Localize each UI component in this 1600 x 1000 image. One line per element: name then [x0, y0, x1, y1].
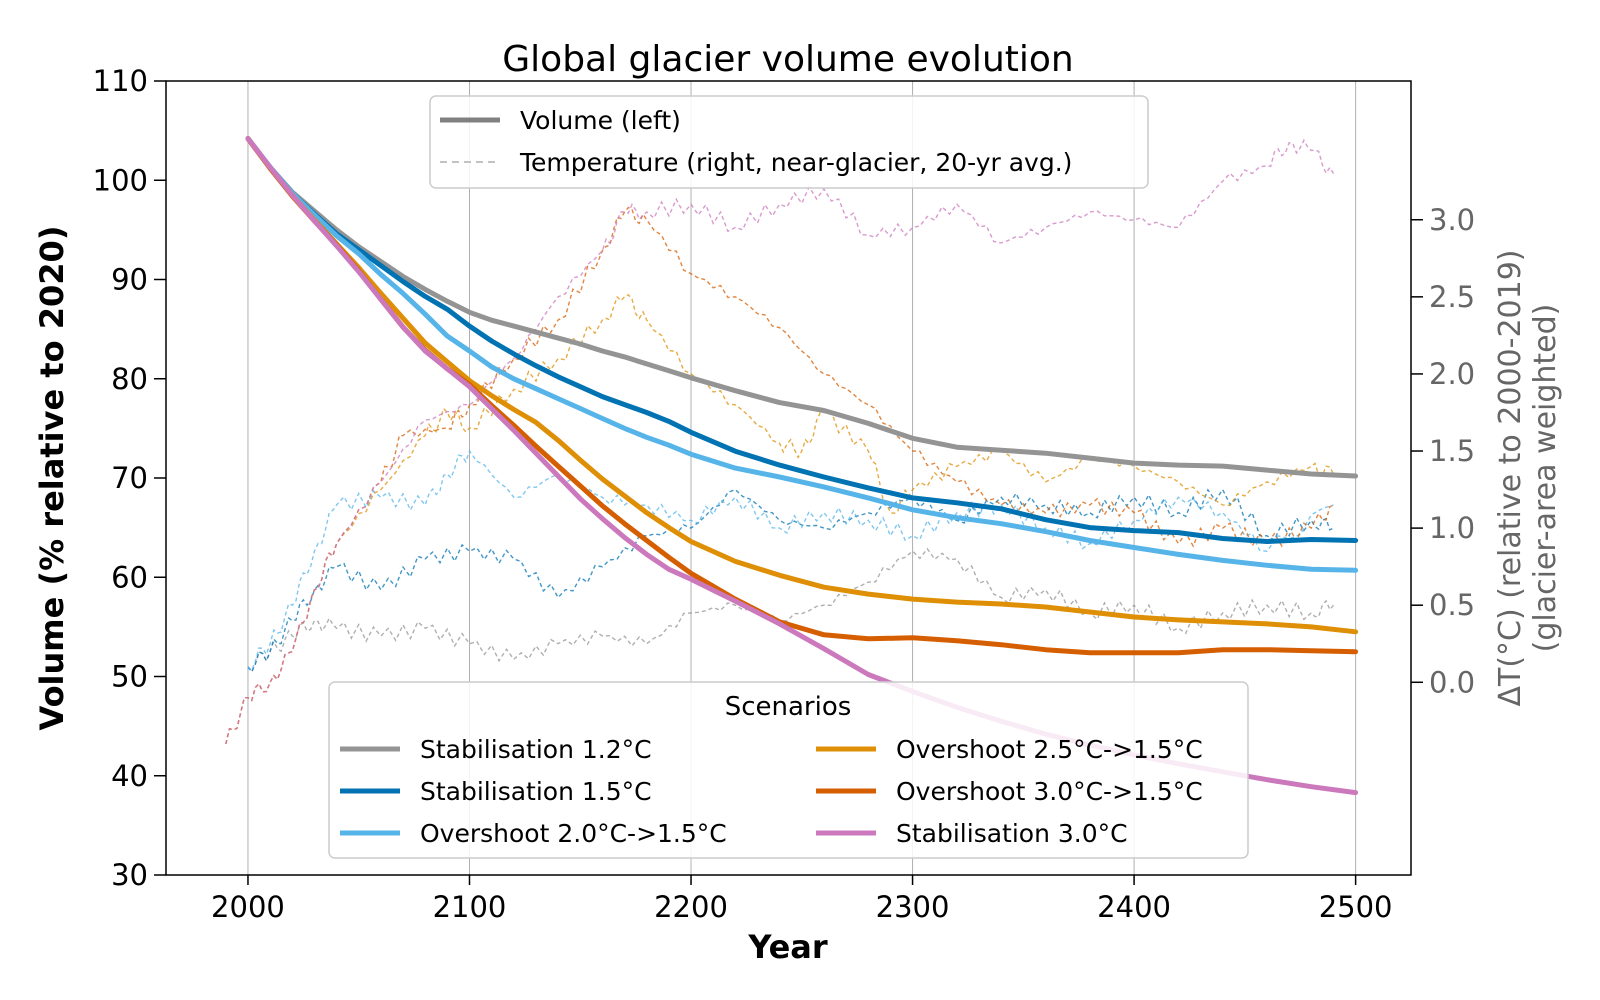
right-tick-label: 1.0 [1429, 511, 1475, 545]
right-tick-label: 3.0 [1429, 203, 1475, 237]
volume-line-overshoot-2-0-c-1-5-c [245, 136, 1359, 573]
right-axis-label-line1: ΔT(°C) (relative to 2000-2019) [1493, 249, 1528, 706]
right-tick-label: 2.5 [1429, 280, 1475, 314]
scenario-legend: Scenarios Stabilisation 1.2°C Stabilisati… [328, 681, 1249, 859]
line-legend-label: Temperature (right, near-glacier, 20-yr … [519, 148, 1072, 177]
x-axis-label: Year [747, 928, 828, 966]
chart-title: Global glacier volume evolution [502, 39, 1073, 80]
right-tick-label: 1.5 [1429, 434, 1475, 468]
x-axis-ticks: 2000 2100 2200 2300 2400 2500 [211, 875, 1393, 924]
temperature-line-stabilisation-3-0-c [225, 138, 1335, 745]
x-tick-label: 2000 [211, 890, 285, 924]
right-tick-label: 0.0 [1429, 665, 1475, 699]
volume-line-stabilisation-1-2-c [245, 136, 1359, 479]
y-tick-label: 100 [93, 163, 148, 197]
line-style-legend: Volume (left) Temperature (right, near-gl… [429, 95, 1149, 189]
y-tick-label: 50 [111, 660, 148, 694]
line-legend-box [429, 95, 1149, 189]
scenario-label: Stabilisation 1.5°C [420, 777, 652, 806]
y-tick-label: 60 [111, 560, 148, 594]
x-tick-label: 2100 [433, 890, 507, 924]
y-tick-label: 70 [111, 461, 148, 495]
y-tick-label: 40 [111, 759, 148, 793]
right-tick-label: 0.5 [1429, 588, 1475, 622]
x-tick-label: 2400 [1097, 890, 1171, 924]
scenario-label: Stabilisation 3.0°C [896, 819, 1128, 848]
y-tick-label: 30 [111, 858, 148, 892]
x-tick-label: 2500 [1319, 890, 1393, 924]
y-tick-label: 80 [111, 362, 148, 396]
line-legend-label: Volume (left) [520, 106, 681, 135]
volume-line-overshoot-2-5-c-1-5-c [245, 136, 1359, 635]
temperature-line-overshoot-2-5-c-1-5-c [225, 293, 1335, 745]
temperature-line-stabilisation-1-5-c [247, 488, 1334, 674]
temperature-line-overshoot-3-0-c-1-5-c [225, 206, 1334, 745]
scenario-label: Overshoot 2.5°C->1.5°C [896, 735, 1203, 764]
y-tick-label: 110 [93, 64, 148, 98]
y-axis-label: Volume (% relative to 2020) [33, 226, 71, 731]
y-tick-label: 90 [111, 263, 148, 297]
right-axis-ticks: 0.0 0.5 1.0 1.5 2.0 2.5 3.0 [1411, 203, 1475, 699]
right-tick-label: 2.0 [1429, 357, 1475, 391]
temperature-lines [225, 138, 1335, 745]
scenario-label: Overshoot 2.0°C->1.5°C [420, 819, 727, 848]
temperature-line-overshoot-2-0-c-1-5-c [247, 449, 1334, 672]
scenario-label: Overshoot 3.0°C->1.5°C [896, 777, 1203, 806]
volume-lines [245, 136, 1359, 796]
right-axis-label-line2: (glacier-area weighted) [1528, 304, 1563, 653]
scenario-legend-title: Scenarios [725, 692, 852, 722]
temperature-line-stabilisation-1-2-c [247, 547, 1335, 674]
x-tick-label: 2300 [876, 890, 950, 924]
scenario-label: Stabilisation 1.2°C [420, 735, 652, 764]
volume-line-stabilisation-1-5-c [245, 136, 1359, 544]
x-tick-label: 2200 [654, 890, 728, 924]
y-axis-ticks: 30 40 50 60 70 80 90 100 110 [93, 64, 166, 892]
scenario-legend-box [328, 681, 1249, 859]
